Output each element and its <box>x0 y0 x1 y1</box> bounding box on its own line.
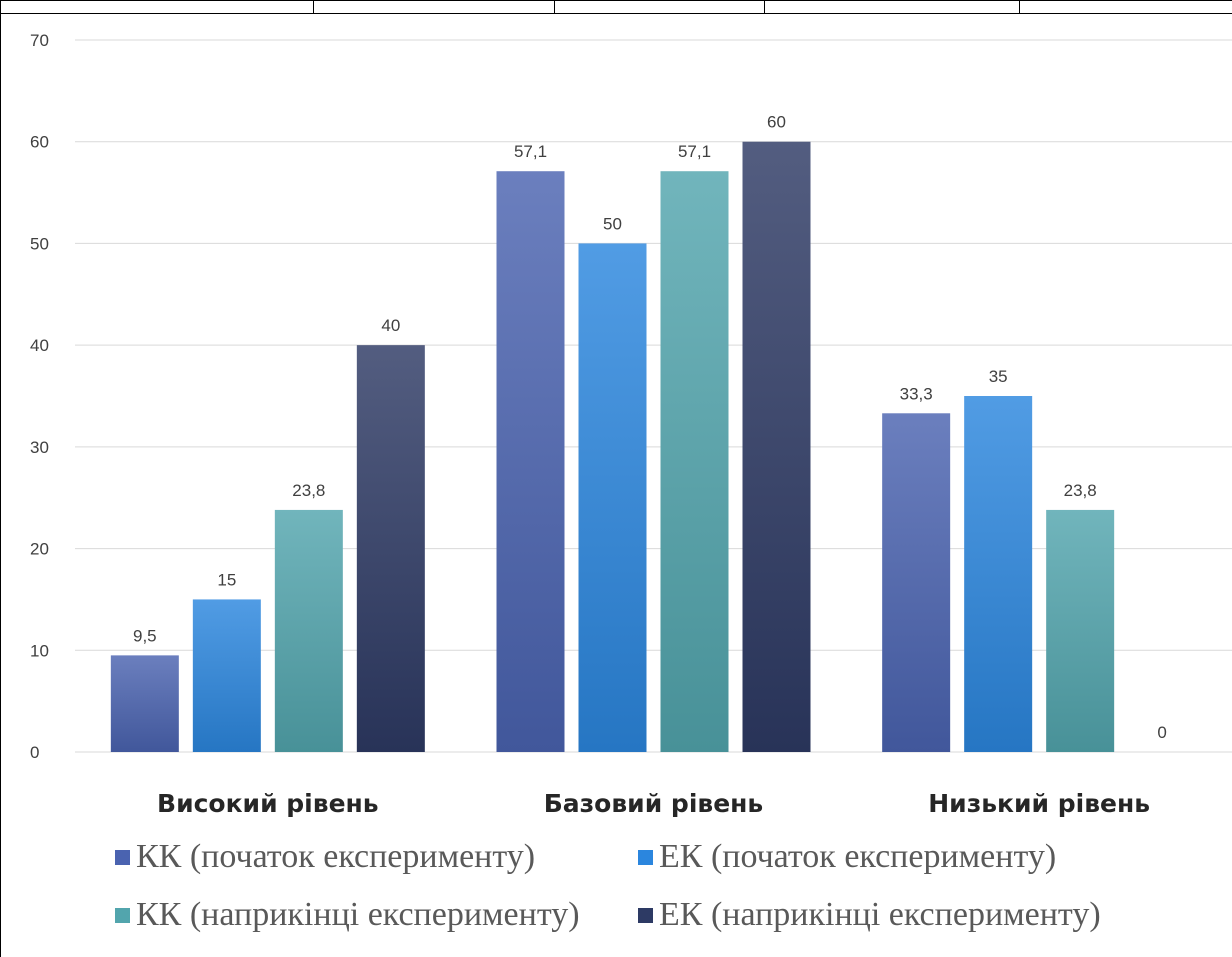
grid-lines <box>75 39 1232 753</box>
legend-swatch <box>115 849 130 865</box>
legend-swatch <box>115 907 130 923</box>
bar <box>882 413 951 752</box>
legend-item: КК (початок експерименту) <box>115 838 535 876</box>
data-label: 60 <box>767 113 786 132</box>
bars <box>110 141 1115 752</box>
y-tick-label: 20 <box>30 540 49 559</box>
data-label: 33,3 <box>900 384 933 403</box>
y-tick-label: 40 <box>30 336 49 355</box>
bar <box>110 655 179 752</box>
legend-label: КК (початок експерименту) <box>136 838 536 875</box>
legend-item: ЕК (початок експерименту) <box>638 838 1056 876</box>
data-label: 40 <box>381 316 400 335</box>
category-label: Низький рівень <box>928 789 1150 818</box>
table-cell-divider <box>554 0 555 14</box>
data-label: 23,8 <box>1064 481 1097 500</box>
legend-swatch <box>638 907 653 923</box>
legend-item: КК (наприкінці експерименту) <box>115 896 580 934</box>
bar <box>578 243 647 752</box>
bar <box>964 396 1033 752</box>
bar <box>274 509 343 752</box>
data-label: 9,5 <box>133 626 157 645</box>
legend-label: КК (наприкінці експерименту) <box>136 896 580 933</box>
table-border-row <box>0 0 1232 14</box>
data-label: 50 <box>603 214 622 233</box>
table-cell-divider <box>313 0 314 14</box>
data-label: 57,1 <box>678 142 711 161</box>
category-label: Високий рівень <box>157 789 379 818</box>
legend-label: ЕК (наприкінці експерименту) <box>659 896 1101 933</box>
legend-label: ЕК (початок експерименту) <box>659 838 1057 875</box>
bar <box>192 599 261 752</box>
y-tick-label: 50 <box>30 234 49 253</box>
data-labels: 9,5 15 23,8 40 57,1 50 57,1 60 33,3 35 23,8 0 <box>133 113 1167 742</box>
category-label: Базовий рівень <box>544 789 764 818</box>
bar <box>1046 509 1115 752</box>
bar <box>660 171 729 752</box>
table-cell-divider <box>764 0 765 14</box>
y-tick-label: 0 <box>30 743 39 762</box>
y-tick-label: 10 <box>30 641 49 660</box>
data-label: 0 <box>1157 723 1166 742</box>
bar <box>356 345 425 752</box>
y-axis-ticks: 0 10 20 30 40 50 60 70 <box>30 31 49 762</box>
y-tick-label: 60 <box>30 133 49 152</box>
table-cell-divider <box>1019 0 1020 14</box>
bar <box>742 141 811 752</box>
data-label: 15 <box>217 570 236 589</box>
data-label: 35 <box>989 367 1008 386</box>
legend-item: ЕК (наприкінці експерименту) <box>638 896 1101 934</box>
category-labels: Високий рівень Базовий рівень Низький ріве… <box>157 789 1150 818</box>
y-tick-label: 70 <box>30 31 49 50</box>
legend-swatch <box>638 849 653 865</box>
y-tick-label: 30 <box>30 438 49 457</box>
data-label: 23,8 <box>292 481 325 500</box>
bar <box>496 171 565 752</box>
data-label: 57,1 <box>514 142 547 161</box>
